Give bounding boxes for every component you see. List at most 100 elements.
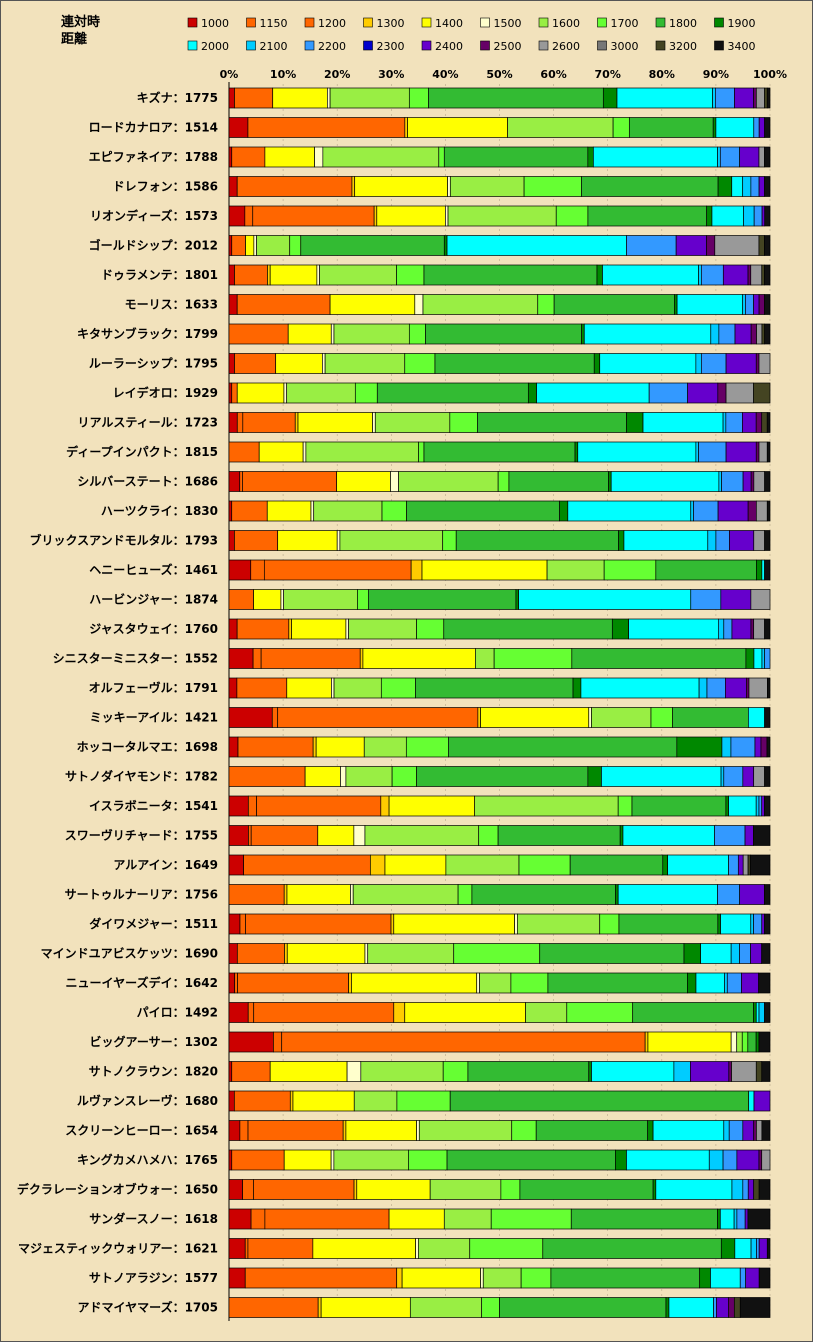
bar-segment-1400 bbox=[272, 87, 328, 109]
bar-segment-1900 bbox=[674, 294, 678, 315]
category-label: イスラボニータ：1541 bbox=[89, 798, 218, 813]
bar-segment-2600 bbox=[750, 264, 763, 286]
legend-label-1700: 1700 bbox=[611, 17, 639, 30]
bar-segment-2400 bbox=[745, 1267, 760, 1289]
bar-segment-1600 bbox=[283, 589, 358, 610]
bar-segment-2400 bbox=[744, 1208, 749, 1230]
bar-segment-1400 bbox=[297, 412, 373, 433]
bar-row bbox=[228, 618, 771, 640]
bar-segment-1700 bbox=[617, 795, 633, 817]
bar-segment-1000 bbox=[228, 1149, 233, 1171]
x-axis: 0% 10% 20% 30% 40% 50% 60% 70% 80% 90% 100% bbox=[220, 68, 787, 1321]
bar-segment-1500 bbox=[283, 382, 288, 404]
bar-segment-1200 bbox=[228, 1297, 319, 1318]
bar-segment-2100 bbox=[743, 205, 755, 227]
bar-segment-1200 bbox=[256, 795, 382, 817]
bar-segment-1400 bbox=[269, 264, 318, 286]
bar-segment-1200 bbox=[253, 1002, 395, 1023]
bar-segment-2200 bbox=[717, 884, 740, 905]
bar-segment-2400 bbox=[761, 795, 765, 817]
bar-segment-1800 bbox=[443, 146, 589, 168]
bar-segment-1800 bbox=[747, 1031, 757, 1053]
bar-segment-2500 bbox=[755, 353, 760, 374]
category-label: ヘニーヒューズ：1461 bbox=[89, 562, 218, 577]
bar-segment-2200 bbox=[723, 766, 744, 787]
bar-segment-2100 bbox=[724, 972, 728, 994]
bar-segment-2200 bbox=[753, 205, 763, 227]
legend-title-line1: 連対時 bbox=[61, 14, 100, 30]
bar-segment-1800 bbox=[571, 648, 747, 669]
bar-segment-1600 bbox=[736, 1031, 743, 1053]
bar-segment-1000 bbox=[228, 117, 249, 138]
bar-segment-1600 bbox=[313, 500, 383, 522]
legend-label-2400: 2400 bbox=[435, 40, 463, 53]
bar-segment-1900 bbox=[443, 235, 448, 256]
bar-segment-2100 bbox=[731, 1179, 744, 1200]
bar-row bbox=[228, 1061, 771, 1082]
bar-segment-2600 bbox=[714, 235, 760, 256]
bar-segment-2400 bbox=[742, 471, 752, 492]
bar-segment-1200 bbox=[247, 1120, 344, 1141]
category-label: ルヴァンスレーヴ：1680 bbox=[77, 1093, 218, 1108]
bar-segment-3400 bbox=[750, 854, 771, 876]
bar-segment-2600 bbox=[753, 618, 765, 640]
legend-swatch-1400 bbox=[421, 17, 432, 28]
bar-segment-1900 bbox=[587, 766, 602, 787]
bar-segment-1700 bbox=[289, 235, 302, 256]
bar-segment-1000 bbox=[228, 176, 238, 197]
bar-segment-1150 bbox=[273, 1031, 283, 1053]
bar-segment-1500 bbox=[253, 235, 257, 256]
bar-segment-1400 bbox=[356, 1179, 431, 1200]
bar-row bbox=[228, 353, 771, 374]
bar-segment-1900 bbox=[717, 913, 721, 935]
bar-segment-2100 bbox=[720, 766, 725, 787]
bar-segment-1150 bbox=[250, 559, 265, 581]
bar-segment-1900 bbox=[572, 677, 582, 699]
bar-segment-2400 bbox=[731, 618, 752, 640]
bar-segment-1700 bbox=[418, 441, 425, 463]
bar-segment-1800 bbox=[477, 412, 627, 433]
category-label: ロードカナロア：1514 bbox=[89, 121, 218, 135]
bar-segment-1000 bbox=[228, 795, 249, 817]
bar-segment-2400 bbox=[758, 117, 765, 138]
bar-segment-1500 bbox=[445, 205, 449, 227]
bar-segment-1800 bbox=[655, 559, 757, 581]
bar-segment-2100 bbox=[750, 913, 754, 935]
bar-segment-2000 bbox=[642, 412, 724, 433]
y-axis-labels: キズナ：1775 ロードカナロア：1514 エピファネイア：1788 ドレフォン：15… bbox=[17, 90, 218, 1315]
bar-segment-1700 bbox=[469, 1238, 544, 1259]
bar-segment-2500 bbox=[750, 323, 757, 345]
bar-row bbox=[228, 117, 771, 138]
bar-segment-1500 bbox=[414, 294, 424, 315]
bar-segment-1600 bbox=[482, 1267, 522, 1289]
bar-segment-1300 bbox=[477, 707, 481, 728]
bar-segment-2600 bbox=[761, 1149, 771, 1171]
bar-segment-1700 bbox=[511, 1120, 537, 1141]
bar-segment-1000 bbox=[228, 736, 239, 758]
bar-segment-2000 bbox=[536, 382, 650, 404]
bar-segment-1200 bbox=[245, 913, 392, 935]
bar-segment-2500 bbox=[760, 736, 768, 758]
bar-segment-1700 bbox=[408, 323, 426, 345]
bar-segment-1400 bbox=[317, 825, 355, 846]
bar-segment-2000 bbox=[695, 972, 725, 994]
legend-label-1800: 1800 bbox=[669, 17, 697, 30]
bar-segment-2100 bbox=[718, 471, 722, 492]
bar-segment-1300 bbox=[283, 884, 288, 905]
legend-swatch-3400 bbox=[714, 40, 724, 51]
bar-segment-1600 bbox=[447, 205, 557, 227]
bar-segment-1800 bbox=[423, 264, 598, 286]
bar-segment-1500 bbox=[390, 471, 399, 492]
bar-segment-1200 bbox=[260, 648, 361, 669]
bar-segment-1400 bbox=[245, 235, 255, 256]
bar-segment-2400 bbox=[734, 323, 752, 345]
bar-segment-2000 bbox=[592, 146, 718, 168]
bar-segment-2000 bbox=[591, 1061, 675, 1082]
bar-segment-3200 bbox=[761, 264, 765, 286]
bar-row bbox=[228, 854, 771, 876]
bar-row bbox=[228, 1031, 771, 1053]
category-label: リアルスティール：1723 bbox=[77, 416, 218, 430]
x-tick-label: 10% bbox=[270, 68, 296, 81]
bar-segment-1200 bbox=[250, 825, 319, 846]
bar-segment-1900 bbox=[683, 943, 701, 964]
